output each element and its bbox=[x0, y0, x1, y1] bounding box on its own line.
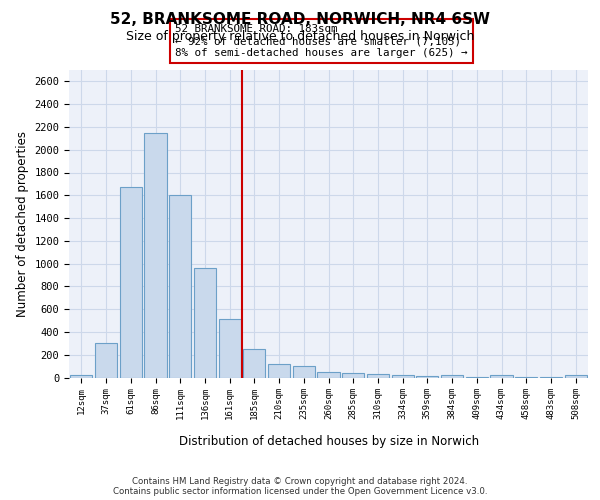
Bar bbox=[293, 366, 315, 378]
Bar bbox=[95, 344, 117, 378]
Bar bbox=[565, 374, 587, 378]
Bar bbox=[194, 268, 216, 378]
Bar bbox=[392, 375, 414, 378]
Y-axis label: Number of detached properties: Number of detached properties bbox=[16, 130, 29, 317]
Text: Distribution of detached houses by size in Norwich: Distribution of detached houses by size … bbox=[179, 435, 479, 448]
Text: 52, BRANKSOME ROAD, NORWICH, NR4 6SW: 52, BRANKSOME ROAD, NORWICH, NR4 6SW bbox=[110, 12, 490, 28]
Text: 52 BRANKSOME ROAD: 183sqm
← 92% of detached houses are smaller (7,105)
8% of sem: 52 BRANKSOME ROAD: 183sqm ← 92% of detac… bbox=[175, 24, 468, 58]
Bar bbox=[145, 132, 167, 378]
Bar bbox=[441, 375, 463, 378]
Bar bbox=[243, 349, 265, 378]
Bar bbox=[119, 188, 142, 378]
Bar bbox=[540, 377, 562, 378]
Text: Size of property relative to detached houses in Norwich: Size of property relative to detached ho… bbox=[126, 30, 474, 43]
Bar bbox=[416, 376, 439, 378]
Bar bbox=[490, 375, 512, 378]
Bar bbox=[70, 374, 92, 378]
Bar bbox=[218, 320, 241, 378]
Bar bbox=[367, 374, 389, 378]
Bar bbox=[515, 377, 538, 378]
Bar bbox=[466, 377, 488, 378]
Bar bbox=[268, 364, 290, 378]
Bar bbox=[169, 196, 191, 378]
Bar bbox=[317, 372, 340, 378]
Text: Contains HM Land Registry data © Crown copyright and database right 2024.
Contai: Contains HM Land Registry data © Crown c… bbox=[113, 476, 487, 496]
Bar bbox=[342, 373, 364, 378]
